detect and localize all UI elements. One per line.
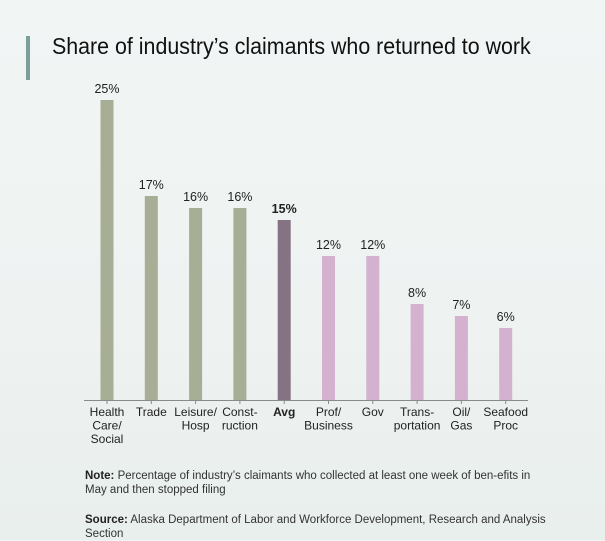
category-label-9: Seafood Proc bbox=[483, 405, 528, 433]
category-label-2: Leisure/Hosp bbox=[174, 405, 217, 433]
value-label-4: 15% bbox=[272, 202, 297, 216]
bar-4 bbox=[277, 220, 291, 400]
bar-1 bbox=[144, 196, 158, 400]
category-label-6: Gov bbox=[362, 405, 384, 419]
category-label-8: Oil/Gas bbox=[450, 405, 472, 433]
source-label: Source: bbox=[85, 514, 128, 526]
bar-chart: 25% Health Care/Social 17% Trade 16% Leisure/H… bbox=[84, 82, 528, 446]
chart-source: Source: Alaska Department of Labor and W… bbox=[85, 514, 555, 541]
value-label-9: 6% bbox=[497, 310, 515, 324]
bar-9 bbox=[499, 328, 513, 400]
note-text: Percentage of industry’s claimants who c… bbox=[85, 470, 531, 496]
title-accent-bar bbox=[26, 36, 30, 80]
bar-7 bbox=[410, 304, 424, 400]
bar-0 bbox=[100, 100, 114, 400]
value-label-5: 12% bbox=[316, 238, 341, 252]
note-label: Note: bbox=[85, 470, 115, 482]
value-label-2: 16% bbox=[183, 190, 208, 204]
category-label-4: Avg bbox=[273, 405, 295, 419]
category-label-1: Trade bbox=[136, 405, 167, 419]
chart-title: Share of industry’s claimants who return… bbox=[52, 33, 531, 59]
value-label-3: 16% bbox=[227, 190, 252, 204]
value-label-6: 12% bbox=[360, 238, 385, 252]
chart-note: Note: Percentage of industry’s claimants… bbox=[85, 470, 555, 497]
bar-2 bbox=[189, 208, 203, 400]
category-label-3: Const-ruction bbox=[222, 405, 258, 433]
value-label-1: 17% bbox=[139, 178, 164, 192]
value-label-7: 8% bbox=[408, 286, 426, 300]
source-text: Alaska Department of Labor and Workforce… bbox=[85, 514, 546, 540]
category-label-0: Health Care/Social bbox=[90, 405, 125, 446]
category-label-7: Trans-portation bbox=[394, 405, 441, 433]
value-label-0: 25% bbox=[94, 82, 119, 96]
bar-3 bbox=[233, 208, 247, 400]
bar-5 bbox=[322, 256, 335, 400]
bar-6 bbox=[366, 256, 380, 400]
bar-8 bbox=[454, 316, 468, 400]
value-label-8: 7% bbox=[452, 298, 470, 312]
category-label-5: Prof/Business bbox=[304, 405, 353, 433]
